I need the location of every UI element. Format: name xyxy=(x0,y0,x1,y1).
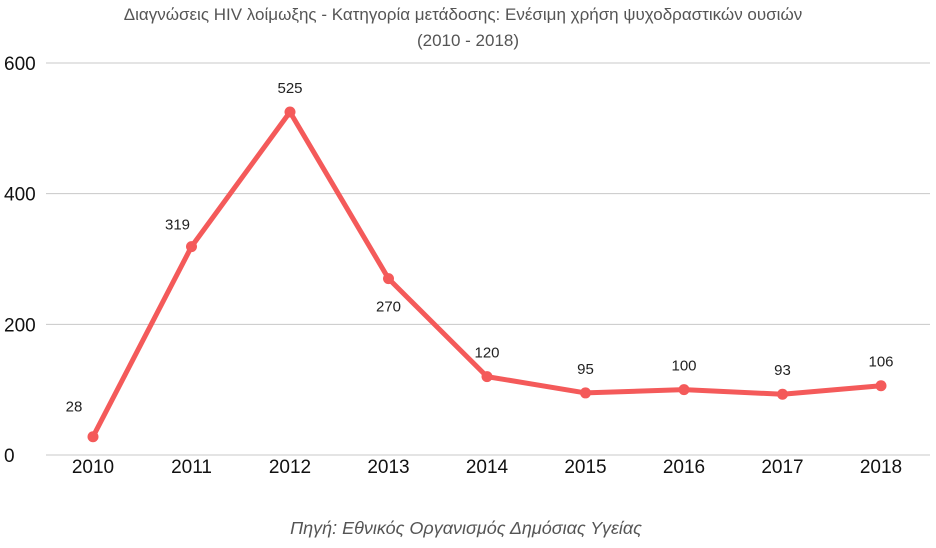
y-tick-label-600: 600 xyxy=(4,54,36,75)
data-label-2012: 525 xyxy=(277,80,302,97)
data-point-2011 xyxy=(186,241,197,253)
x-tick-label-2012: 2012 xyxy=(269,457,311,478)
chart-source: Πηγή: Εθνικός Οργανισμός Δημόσιας Υγείας xyxy=(290,518,642,538)
data-label-2015: 95 xyxy=(577,361,594,378)
data-label-2014: 120 xyxy=(474,345,499,362)
data-label-2017: 93 xyxy=(774,362,791,379)
data-point-2012 xyxy=(284,106,296,118)
y-axis-ticks: 0 200 400 600 xyxy=(4,54,36,467)
x-tick-label-2010: 2010 xyxy=(72,457,114,478)
data-point-2013 xyxy=(383,273,394,285)
x-tick-label-2015: 2015 xyxy=(564,457,606,478)
y-tick-label-0: 0 xyxy=(4,446,15,467)
data-point-2015 xyxy=(580,387,591,399)
series-line-group xyxy=(90,109,884,440)
data-label-2018: 106 xyxy=(868,354,893,371)
x-axis-ticks: 2010 2011 2012 2013 2014 2015 2016 2017 2018 xyxy=(72,457,902,478)
chart-title: Διαγνώσεις HIV λοίμωξης - Κατηγορία μετά… xyxy=(124,5,802,24)
data-point-2014 xyxy=(481,371,493,383)
data-label-2010: 28 xyxy=(66,399,83,416)
data-label-2013: 270 xyxy=(376,299,401,316)
data-points xyxy=(87,106,887,443)
data-labels: 28 319 525 270 120 95 100 93 106 xyxy=(66,80,894,416)
x-tick-label-2014: 2014 xyxy=(466,457,509,478)
x-tick-label-2016: 2016 xyxy=(663,457,705,478)
data-point-2018 xyxy=(875,380,887,392)
data-point-2016 xyxy=(678,384,690,396)
gridlines xyxy=(46,62,930,456)
y-tick-label-400: 400 xyxy=(4,185,36,206)
x-tick-label-2013: 2013 xyxy=(367,457,409,478)
x-tick-label-2017: 2017 xyxy=(761,457,803,478)
chart-subtitle: (2010 - 2018) xyxy=(417,31,519,50)
data-point-2010 xyxy=(87,431,99,443)
y-tick-label-200: 200 xyxy=(4,315,36,336)
x-tick-label-2018: 2018 xyxy=(860,457,902,478)
data-label-2011: 319 xyxy=(165,217,190,234)
data-point-2017 xyxy=(777,388,788,400)
data-label-2016: 100 xyxy=(671,358,696,375)
x-tick-label-2011: 2011 xyxy=(171,457,212,478)
series-line xyxy=(90,109,884,440)
